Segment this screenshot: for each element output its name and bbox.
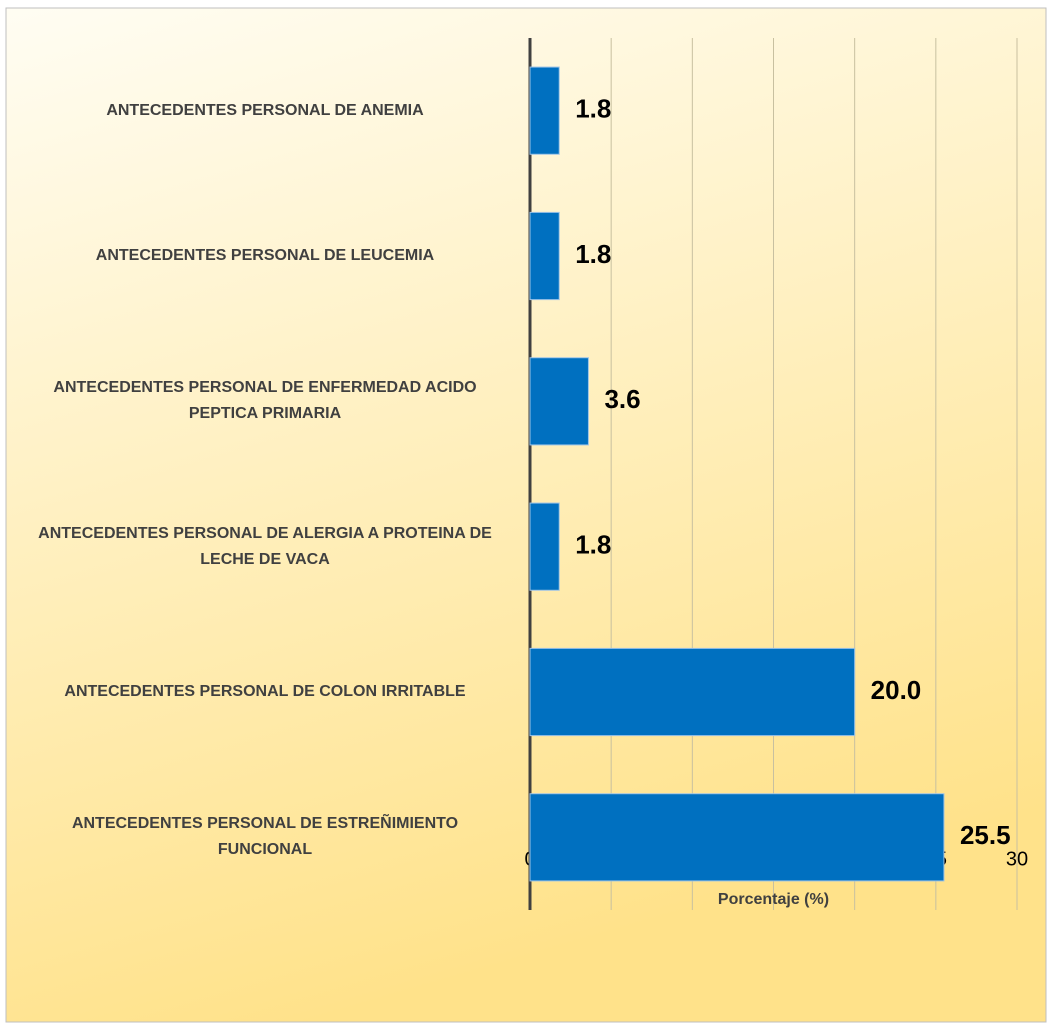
y-tick-label: ANTECEDENTES PERSONAL DE COLON IRRITABLE (64, 683, 466, 700)
y-tick-label: ANTECEDENTES PERSONAL DE ALERGIA A PROTE… (38, 524, 492, 568)
bar (529, 647, 856, 737)
data-label: 1.8 (575, 239, 611, 269)
bar (529, 211, 560, 301)
bar (529, 793, 945, 882)
x-axis-title: Porcentaje (%) (718, 891, 829, 908)
y-tick-label: ANTECEDENTES PERSONAL DE LEUCEMIA (95, 247, 435, 264)
y-tick-label: ANTECEDENTES PERSONAL DE ESTREÑIMIENTO F… (71, 815, 459, 859)
data-label: 1.8 (575, 530, 611, 560)
data-label: 25.5 (960, 820, 1011, 850)
y-tick-label: ANTECEDENTES PERSONAL DE ENFERMEDAD ACID… (53, 379, 477, 423)
data-label: 20.0 (871, 675, 922, 705)
bar (529, 66, 560, 155)
x-tick-label: 30 (1006, 848, 1028, 870)
bar (529, 502, 560, 591)
bar (529, 357, 589, 446)
data-label: 1.8 (575, 94, 611, 124)
y-tick-label: ANTECEDENTES PERSONAL DE ANEMIA (106, 101, 424, 119)
data-label: 3.6 (604, 384, 640, 414)
